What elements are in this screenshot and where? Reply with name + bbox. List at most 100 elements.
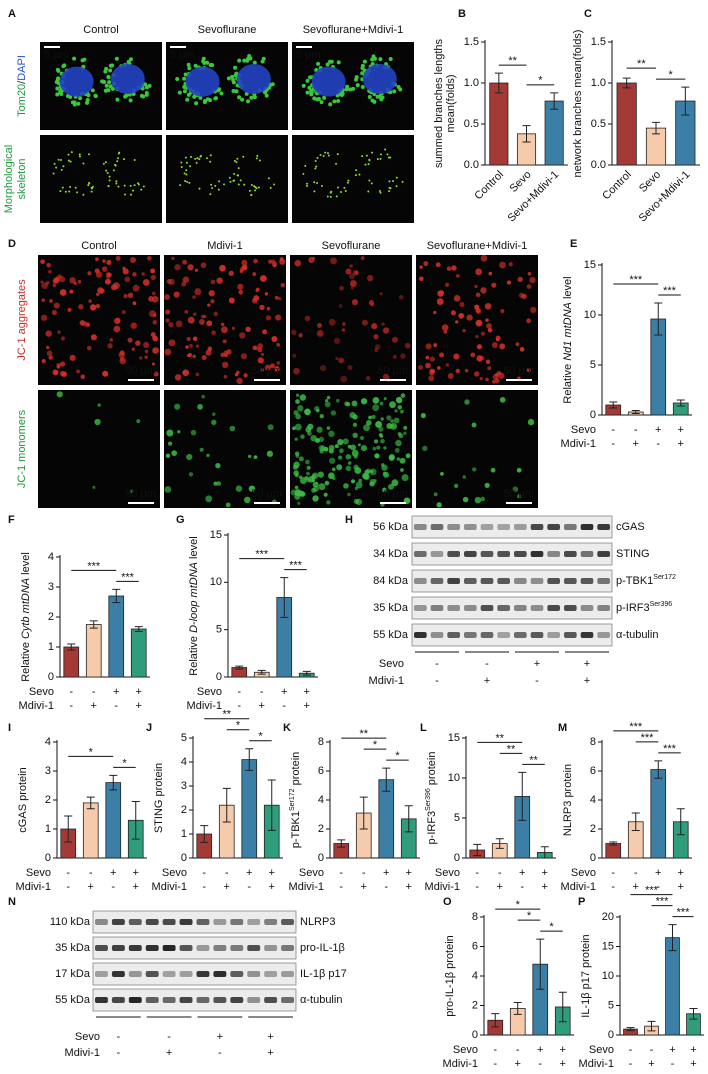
jc1-aggregate	[243, 373, 248, 378]
jc1-monomer	[297, 405, 304, 412]
mito-dot	[115, 180, 118, 183]
jc1-monomer	[394, 409, 398, 413]
jc1-aggregate	[185, 345, 189, 349]
treatment-sign: +	[166, 1047, 172, 1059]
blot-strip	[411, 569, 613, 593]
jc1-aggregate	[274, 366, 280, 372]
y-tick-label: 0	[454, 852, 460, 864]
jc1-aggregate	[294, 259, 302, 267]
jc1-aggregate	[186, 336, 191, 341]
mito-dot	[258, 159, 261, 162]
treatment-sign: -	[237, 686, 241, 698]
jc1-aggregate	[45, 345, 50, 350]
mito-dot	[361, 155, 364, 158]
jc1-monomer	[471, 422, 477, 428]
jc1-monomer	[164, 486, 172, 493]
error-bar	[235, 665, 244, 670]
blot-band	[564, 578, 577, 584]
blot-band	[530, 524, 544, 530]
mito-dot	[107, 185, 110, 188]
jc1-aggregate	[210, 279, 216, 285]
blot-band	[580, 605, 594, 611]
error-bar	[67, 643, 76, 651]
jc1-aggregate	[150, 268, 156, 274]
treatment-sign: +	[110, 867, 116, 879]
jc1-aggregate	[89, 304, 97, 311]
mito-dot	[58, 89, 63, 94]
protein-label: p-IRF3Ser396	[616, 601, 672, 614]
blot-band	[497, 551, 510, 557]
error-bar	[267, 779, 276, 831]
mito-dot	[313, 181, 316, 184]
y-tick-label: 10	[602, 970, 614, 982]
panel-letter: I	[8, 722, 11, 734]
jc1-aggregate	[354, 270, 359, 275]
y-axis-label-part: summed branches lengths	[433, 38, 445, 168]
jc1-aggregate	[188, 353, 192, 357]
error-bar	[540, 846, 549, 859]
blot-band	[514, 551, 527, 557]
jc1-aggregate	[480, 331, 486, 336]
jc1-aggregate	[135, 340, 141, 346]
jc1-aggregate	[115, 317, 121, 324]
row-label-part: skeleton	[16, 159, 28, 200]
jc1-aggregate	[231, 326, 235, 330]
significance-label: **	[222, 709, 231, 721]
mito-dot	[367, 95, 372, 100]
treatment-sign: -	[516, 1044, 520, 1056]
jc1-monomer	[165, 453, 171, 458]
blot-band	[447, 551, 460, 557]
jc1-monomer	[326, 395, 331, 400]
blot-band	[447, 578, 460, 584]
y-axis-label-part: level	[562, 276, 574, 302]
jc1-monomer	[390, 419, 394, 423]
mito-dot	[195, 161, 198, 164]
jc1-aggregate	[480, 287, 487, 294]
row-label-part: /	[16, 80, 28, 84]
blot-band	[497, 632, 510, 638]
jc1-monomer	[324, 398, 329, 403]
treatment-sign: +	[690, 1044, 696, 1056]
jc1-monomer	[355, 481, 363, 489]
error-bar	[257, 669, 266, 675]
mito-dot	[257, 186, 260, 189]
mito-dot	[114, 164, 117, 167]
mito-dot	[384, 148, 387, 151]
mito-dot	[88, 181, 91, 184]
jc1-aggregate	[245, 326, 251, 333]
jc1-monomer	[248, 454, 252, 459]
jc1-aggregate	[59, 370, 66, 377]
blot-band	[580, 578, 594, 584]
mito-dot	[234, 89, 239, 94]
jc1-monomer	[347, 461, 352, 465]
y-axis-label-part: p-TBK1	[290, 811, 302, 848]
significance-label: ***	[677, 907, 691, 919]
jc1-monomer	[328, 472, 335, 480]
jc1-monomer	[306, 465, 311, 470]
y-tick-label: 0.5	[464, 118, 479, 130]
mito-dot	[93, 94, 98, 99]
significance-label: ***	[289, 560, 303, 572]
jc1-monomer	[383, 471, 390, 478]
mito-dot	[255, 187, 258, 190]
treatment-name: Mdivi-1	[19, 700, 54, 712]
jc1-monomer	[353, 464, 359, 470]
mito-dot	[72, 102, 77, 107]
jc1-aggregate	[94, 268, 100, 274]
y-tick-label: 5	[590, 359, 596, 371]
jc1-aggregate	[381, 322, 385, 326]
treatment-sign: -	[167, 1031, 171, 1043]
blot-band	[430, 605, 444, 611]
jc1-aggregate	[168, 321, 174, 328]
protein-label: STING	[616, 548, 650, 560]
jc1-aggregate	[342, 322, 346, 326]
jc1-monomer	[349, 411, 356, 419]
blot-band	[128, 971, 142, 977]
jc1-aggregate	[165, 309, 171, 315]
jc1-monomer	[312, 495, 319, 502]
mito-dot	[368, 159, 371, 162]
mito-dot	[217, 87, 222, 92]
treatment-sign: +	[584, 675, 590, 687]
mito-dot	[316, 96, 321, 101]
jc1-aggregate	[328, 318, 336, 326]
